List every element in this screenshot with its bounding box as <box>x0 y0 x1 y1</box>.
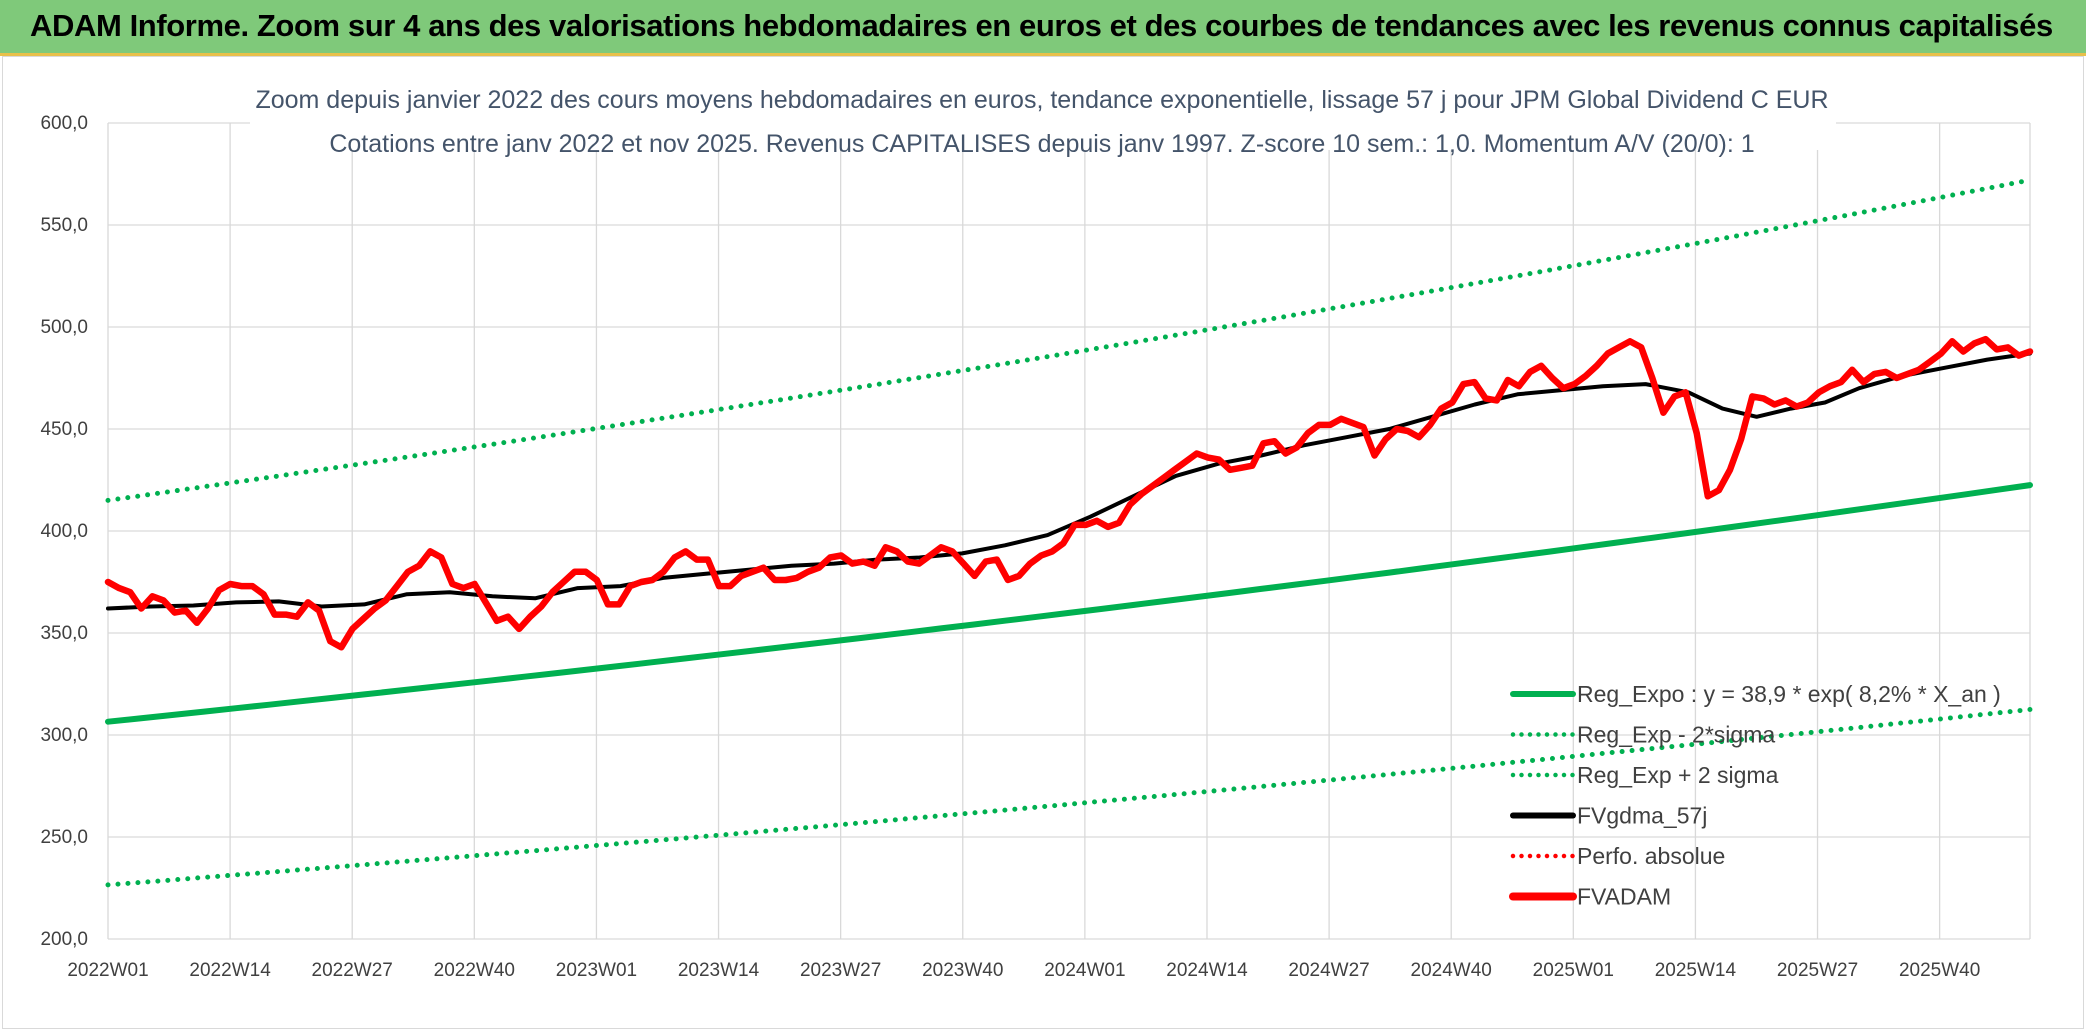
x-tick-label: 2023W14 <box>678 960 760 981</box>
x-tick-label: 2025W01 <box>1533 960 1614 981</box>
legend-label: Reg_Exp - 2*sigma <box>1577 722 1775 748</box>
y-tick-label: 250,0 <box>40 827 88 848</box>
y-tick-label: 200,0 <box>40 929 88 950</box>
y-axis-ticks: 600,0 550,0 500,0 450,0 400,0 350,0 300,0 250,0… <box>40 113 88 950</box>
chart-frame <box>2 56 2084 1029</box>
x-tick-label: 2024W01 <box>1044 960 1125 981</box>
legend-label: FVgdma_57j <box>1577 803 1707 829</box>
title-backdrop <box>250 78 1836 150</box>
x-tick-label: 2023W01 <box>556 960 637 981</box>
y-tick-label: 550,0 <box>40 215 88 236</box>
legend-label: Reg_Expo : y = 38,9 * exp( 8,2% * X_an ) <box>1577 681 2001 707</box>
x-tick-label: 2023W27 <box>800 960 881 981</box>
x-tick-label: 2025W40 <box>1899 960 1980 981</box>
x-tick-label: 2025W27 <box>1777 960 1858 981</box>
y-tick-label: 600,0 <box>40 113 88 134</box>
legend-label: Reg_Exp + 2 sigma <box>1577 762 1779 788</box>
series-line-3 <box>106 351 2032 611</box>
y-tick-label: 400,0 <box>40 521 88 542</box>
header-banner: ADAM Informe. Zoom sur 4 ans des valoris… <box>0 0 2086 56</box>
y-tick-label: 450,0 <box>40 419 88 440</box>
chart-legend: Reg_Expo : y = 38,9 * exp( 8,2% * X_an )… <box>1509 681 2001 910</box>
x-tick-label: 2022W40 <box>434 960 515 981</box>
legend-label: FVADAM <box>1577 884 1671 910</box>
y-tick-label: 500,0 <box>40 317 88 338</box>
series-line-5 <box>104 335 2034 651</box>
banner-title: ADAM Informe. Zoom sur 4 ans des valoris… <box>30 8 2053 43</box>
chart-subtitle: Cotations entre janv 2022 et nov 2025. R… <box>329 130 1754 158</box>
x-tick-label: 2025W14 <box>1655 960 1737 981</box>
x-tick-label: 2024W27 <box>1288 960 1369 981</box>
chart-title: Zoom depuis janvier 2022 des cours moyen… <box>255 86 1828 114</box>
series-line-0 <box>105 482 2033 725</box>
y-tick-label: 350,0 <box>40 623 88 644</box>
x-tick-label: 2024W40 <box>1411 960 1492 981</box>
x-tick-label: 2022W01 <box>67 960 148 981</box>
series-line-1 <box>105 707 2033 888</box>
y-tick-label: 300,0 <box>40 725 88 746</box>
x-tick-label: 2022W27 <box>312 960 393 981</box>
x-tick-label: 2023W40 <box>922 960 1003 981</box>
x-tick-label: 2024W14 <box>1166 960 1248 981</box>
x-axis-ticks: 2022W01 2022W14 2022W27 2022W40 2023W01 2023W… <box>67 960 1980 981</box>
legend-label: Perfo. absolue <box>1577 843 1725 869</box>
x-tick-label: 2022W14 <box>189 960 271 981</box>
chart-series <box>104 177 2034 888</box>
series-line-2 <box>105 177 2033 503</box>
